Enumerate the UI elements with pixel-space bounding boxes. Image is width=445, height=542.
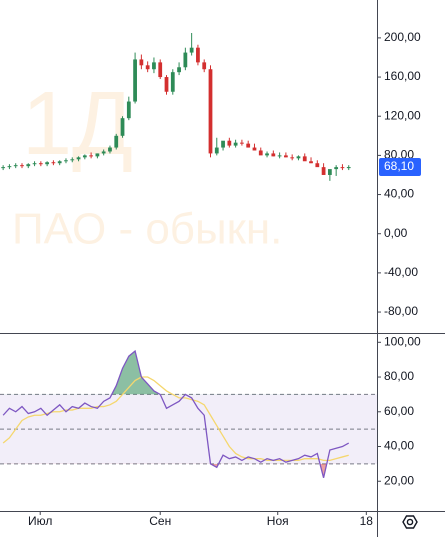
y-tick-label: 160,00 bbox=[384, 69, 421, 83]
candle-body bbox=[177, 67, 181, 73]
candle-body bbox=[227, 140, 232, 146]
candle-body bbox=[20, 165, 24, 167]
candle-body bbox=[1, 167, 6, 169]
candle-body bbox=[233, 142, 238, 146]
candle-body bbox=[82, 155, 87, 158]
candle-body bbox=[152, 62, 156, 70]
candle-body bbox=[334, 167, 339, 170]
settings-icon[interactable] bbox=[402, 515, 418, 529]
candle-body bbox=[158, 62, 163, 78]
candle-body bbox=[296, 156, 301, 159]
candle-body bbox=[258, 150, 263, 156]
candle-body bbox=[120, 118, 125, 136]
candle-body bbox=[38, 163, 43, 165]
candle-body bbox=[265, 153, 269, 156]
candle-body bbox=[302, 156, 307, 162]
candle-body bbox=[346, 167, 351, 169]
candle-body bbox=[183, 52, 188, 68]
candle-body bbox=[327, 169, 332, 175]
y-tick-label: 20,00 bbox=[384, 473, 414, 487]
candle-body bbox=[95, 153, 100, 157]
candle-body bbox=[13, 165, 18, 167]
candle-body bbox=[246, 143, 251, 148]
candle-body bbox=[51, 162, 56, 164]
candle-body bbox=[76, 157, 81, 160]
candle-body bbox=[145, 65, 150, 70]
rsi-band bbox=[0, 394, 377, 464]
candle-body bbox=[309, 161, 313, 164]
watermark-subtitle: ПАО - обыкн. bbox=[12, 205, 282, 254]
candle-body bbox=[126, 101, 131, 119]
y-tick-label: 100,00 bbox=[384, 334, 421, 348]
candle-body bbox=[214, 147, 219, 154]
candle-body bbox=[340, 167, 345, 169]
candle-body bbox=[139, 59, 144, 66]
y-tick-label: 120,00 bbox=[384, 108, 421, 122]
candle-body bbox=[221, 140, 225, 148]
candle-body bbox=[202, 62, 207, 70]
y-tick-label: -40,00 bbox=[384, 265, 418, 279]
x-tick-label: Сен bbox=[149, 514, 171, 528]
y-tick-label: -80,00 bbox=[384, 304, 418, 318]
candle-body bbox=[240, 142, 244, 144]
candle-body bbox=[170, 72, 175, 92]
candle-body bbox=[208, 69, 213, 154]
candle-body bbox=[70, 159, 75, 161]
candle-body bbox=[108, 147, 112, 152]
candle-body bbox=[284, 155, 288, 158]
candle-body bbox=[164, 77, 169, 92]
watermark: 1Д bbox=[22, 74, 133, 174]
candle-body bbox=[114, 135, 119, 148]
candle-body bbox=[321, 167, 326, 175]
candle-body bbox=[196, 47, 200, 63]
candle-body bbox=[252, 147, 257, 151]
y-tick-label: 40,00 bbox=[384, 187, 414, 201]
candle-body bbox=[45, 162, 50, 165]
y-tick-label: 200,00 bbox=[384, 30, 421, 44]
x-tick-label: 18 bbox=[360, 514, 374, 528]
candle-body bbox=[89, 155, 93, 157]
y-tick-label: 80,00 bbox=[384, 369, 414, 383]
candle-body bbox=[189, 47, 194, 53]
y-tick-label: 40,00 bbox=[384, 439, 414, 453]
candle-body bbox=[101, 151, 106, 154]
candle-body bbox=[32, 163, 37, 165]
candle-body bbox=[271, 153, 276, 157]
rsi-line bbox=[2, 349, 350, 478]
x-tick-label: Ноя bbox=[267, 514, 289, 528]
candle-body bbox=[277, 155, 282, 157]
candle-body bbox=[315, 163, 320, 168]
candles bbox=[1, 32, 351, 181]
y-tick-label: 60,00 bbox=[384, 404, 414, 418]
candle-body bbox=[290, 157, 295, 159]
candle-body bbox=[64, 160, 68, 162]
y-tick-label: 0,00 bbox=[384, 226, 408, 240]
last-price-box bbox=[379, 158, 421, 177]
last-price-label: 68,10 bbox=[384, 159, 414, 173]
candle-body bbox=[133, 59, 137, 102]
x-tick-label: Июл bbox=[28, 514, 52, 528]
candle-body bbox=[7, 166, 12, 168]
candle-body bbox=[26, 164, 31, 167]
candle-body bbox=[57, 161, 62, 164]
